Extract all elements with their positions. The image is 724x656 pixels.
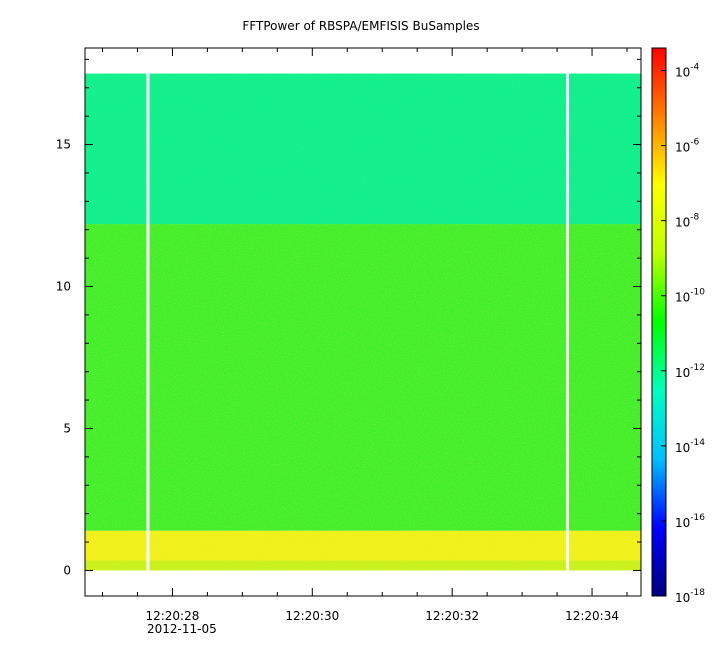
colorbar-tick-label: 10-12 bbox=[675, 363, 705, 380]
heatmap-band-texture bbox=[85, 224, 641, 531]
colorbar-gradient bbox=[651, 47, 667, 597]
colorbar-tick-label: 10-10 bbox=[675, 288, 705, 305]
chart-title: FFTPower of RBSPA/EMFISIS BuSamples bbox=[242, 19, 479, 33]
x-axis: 12:20:28 12:20:30 12:20:32 12:20:34 bbox=[101, 48, 628, 623]
heatmap-band-texture bbox=[85, 73, 641, 225]
colorbar: 10-4 10-6 10-8 10-10 10-12 10-14 10-16 10-18 bbox=[651, 47, 705, 605]
colorbar-tick-label: 10-16 bbox=[675, 513, 705, 530]
x-tick-label: 12:20:30 bbox=[285, 609, 339, 623]
y-axis: 0 5 10 15 bbox=[56, 58, 641, 577]
colorbar-tick-label: 10-4 bbox=[675, 63, 700, 80]
heatmap-band-texture bbox=[85, 530, 641, 561]
heatmap-bands bbox=[85, 73, 641, 571]
colorbar-tick-label: 10-14 bbox=[675, 438, 705, 455]
heatmap-band-texture bbox=[85, 560, 641, 571]
data-gap-line bbox=[566, 72, 570, 572]
y-tick-label: 15 bbox=[56, 138, 71, 152]
data-gap-line bbox=[146, 72, 150, 572]
plot-frame bbox=[84, 47, 642, 597]
colorbar-tick-label: 10-18 bbox=[675, 588, 705, 605]
y-tick-label: 5 bbox=[63, 421, 71, 435]
x-tick-label: 12:20:34 bbox=[565, 609, 619, 623]
y-tick-label: 0 bbox=[63, 563, 71, 577]
x-tick-label: 12:20:32 bbox=[425, 609, 479, 623]
plot-area bbox=[85, 72, 641, 572]
colorbar-ticks: 10-4 10-6 10-8 10-10 10-12 10-14 10-16 10-18 bbox=[661, 63, 705, 605]
x-tick-label: 12:20:28 bbox=[145, 609, 199, 623]
x-axis-date-label: 2012-11-05 bbox=[147, 622, 217, 636]
data-gaps bbox=[146, 72, 570, 572]
colorbar-tick-label: 10-6 bbox=[675, 138, 700, 155]
colorbar-tick-label: 10-8 bbox=[675, 213, 700, 230]
y-tick-label: 10 bbox=[56, 280, 71, 294]
